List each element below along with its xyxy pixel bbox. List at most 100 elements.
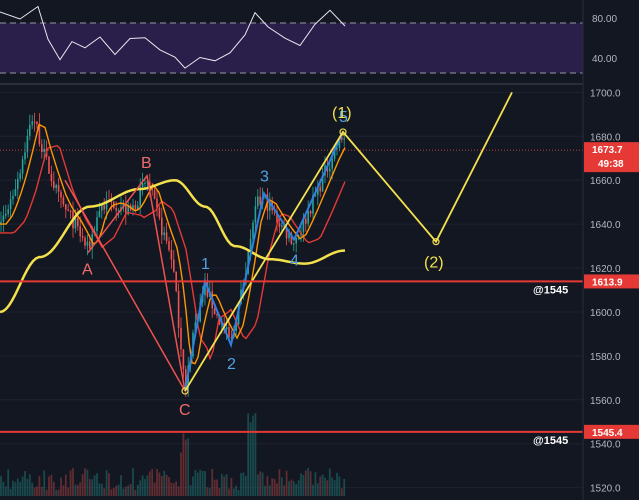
candle-body (127, 205, 129, 215)
volume-bar (45, 489, 48, 496)
volume-bar (228, 488, 230, 496)
candle-body (259, 196, 261, 205)
candle-body (285, 227, 288, 239)
candle-body (77, 217, 79, 227)
volume-bar (220, 473, 223, 496)
candle-body (79, 226, 81, 237)
volume-bar (112, 488, 115, 496)
candle-body (110, 201, 113, 203)
volume-bar (55, 489, 58, 496)
volume-bar (19, 481, 22, 496)
candle-body (43, 148, 45, 153)
price-axis: 80.00 40.00 1700.0 1680.0 1660.0 1640.0 1620.0… (582, 0, 639, 500)
correction-wave-line (64, 173, 186, 392)
candle-body (312, 194, 314, 214)
volume-bar (96, 473, 98, 496)
candle-body (69, 210, 72, 212)
volume-bar (206, 487, 209, 496)
volume-bar (103, 488, 106, 496)
candle-body (269, 201, 271, 211)
candle-body (319, 186, 321, 192)
volume-bar (50, 474, 53, 496)
volume-bar (252, 415, 254, 496)
volume-bar (168, 477, 170, 496)
volume-bar (24, 471, 26, 496)
wave-lines (64, 91, 513, 395)
volume-bar (141, 475, 144, 496)
volume-bar (144, 479, 146, 496)
volume-bars (0, 413, 346, 496)
volume-bar (129, 484, 132, 496)
candle-body (331, 158, 333, 169)
candle-body (14, 189, 17, 196)
volume-bar (331, 477, 334, 496)
candle-body (101, 205, 103, 211)
volume-bar (199, 469, 202, 496)
volume-bar (64, 474, 67, 496)
volume-bar (218, 487, 221, 496)
candle-body (149, 181, 151, 188)
wave-c-marker (181, 387, 189, 395)
volume-bar (271, 478, 274, 496)
volume-bar (204, 471, 206, 496)
wave-label-4: 4 (290, 253, 299, 270)
volume-bar (237, 489, 240, 496)
candle-body (67, 209, 69, 211)
candle-body (343, 138, 345, 140)
volume-bar (69, 470, 72, 496)
candle-body (50, 173, 53, 182)
volume-bar (160, 476, 163, 496)
volume-bar (62, 485, 65, 496)
candle-body (288, 233, 290, 239)
candle-body (84, 237, 86, 246)
volume-bar (316, 483, 319, 496)
volume-bar (148, 471, 151, 496)
candle-body (12, 195, 14, 200)
wave-1-marker (339, 128, 347, 136)
candle-body (257, 196, 259, 207)
volume-bar (48, 476, 50, 496)
price-tick-label: 1640.0 (590, 220, 621, 231)
candle-body (81, 236, 84, 238)
volume-bar (223, 476, 226, 496)
candle-body (31, 121, 33, 125)
candle-body (156, 198, 158, 209)
volume-bar (256, 474, 259, 496)
price-tick-label: 1580.0 (590, 352, 621, 363)
candle-body (26, 135, 29, 153)
volume-bar (288, 481, 290, 496)
wave-label-3: 3 (260, 168, 269, 185)
volume-bar (110, 489, 113, 496)
volume-bar (192, 476, 194, 496)
level-price-value: 1613.9 (592, 277, 623, 288)
wave-label-2: 2 (227, 356, 236, 373)
price-tick-label: 1660.0 (590, 176, 621, 187)
candle-body (283, 225, 285, 228)
candle-body (19, 173, 21, 179)
level-price-tag (584, 274, 639, 289)
candle-body (144, 182, 146, 184)
volume-bar (280, 477, 283, 496)
wave-labels: A B C 1 2 3 4 5(1) (2) (82, 105, 444, 419)
candle-body (194, 322, 197, 333)
volume-bar (177, 486, 180, 496)
volume-bar (98, 483, 101, 496)
volume-bar (175, 481, 178, 496)
volume-bar (297, 480, 300, 496)
candle-body (317, 186, 319, 195)
candle-body (305, 218, 307, 224)
volume-bar (81, 474, 84, 496)
volume-bar (16, 478, 19, 496)
volume-bar (14, 481, 17, 496)
candle-body (115, 208, 117, 211)
candle-body (38, 124, 41, 145)
volume-bar (165, 474, 168, 496)
candle-body (105, 200, 108, 210)
volume-bar (328, 468, 331, 496)
candle-body (290, 233, 293, 245)
volume-bar (172, 483, 175, 496)
candle-body (36, 121, 38, 125)
candle-body (228, 327, 230, 338)
price-tick-label: 1700.0 (590, 88, 621, 99)
volume-bar (321, 474, 324, 496)
